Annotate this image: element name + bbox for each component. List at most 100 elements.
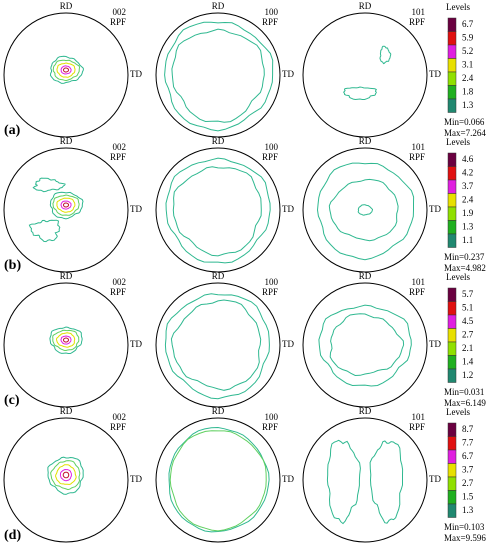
contour [49, 326, 83, 354]
contour [343, 86, 377, 101]
td-label: TD [282, 474, 294, 484]
contour [328, 178, 399, 242]
pole-circle [155, 12, 281, 138]
contour [63, 337, 69, 343]
pole-label: 101 [412, 277, 426, 287]
contour [52, 59, 81, 82]
legend-swatch [447, 166, 457, 181]
legend-max: Max=4.982 [444, 263, 486, 273]
pole-label: 101 [412, 142, 426, 152]
legend-level: 1.5 [462, 491, 474, 501]
legend-level: 5.2 [462, 46, 473, 56]
contour [316, 162, 415, 261]
legend-level: 3.7 [462, 464, 474, 474]
pole-circle [155, 282, 281, 408]
contour [49, 191, 84, 220]
legend-level: 1.3 [462, 505, 474, 515]
contour [329, 313, 405, 377]
rd-label: RD [60, 271, 73, 281]
legend-level: 5.1 [462, 302, 473, 312]
contour [50, 460, 81, 491]
td-label: TD [130, 474, 142, 484]
contour [60, 65, 72, 75]
contour [52, 329, 80, 352]
pole-circle [155, 417, 281, 543]
legend-level: 6.7 [462, 451, 474, 461]
legend-swatch [447, 301, 457, 316]
legend-min: Min=0.103 [444, 522, 485, 532]
contour [318, 304, 412, 387]
td-label: TD [130, 204, 142, 214]
legend-max: Max=6.149 [444, 398, 486, 408]
rpf-label: RPF [110, 287, 126, 297]
legend-swatch [447, 31, 457, 46]
pole-label: 002 [113, 412, 127, 422]
rpf-label: RPF [110, 17, 126, 27]
contour [63, 202, 69, 208]
contour [170, 299, 262, 391]
legend-swatch [447, 422, 457, 437]
pole-label: 100 [265, 142, 279, 152]
row-label: (c) [4, 393, 20, 408]
rd-label: RD [212, 406, 225, 416]
pole-circle [302, 147, 428, 273]
pole-circle [3, 147, 129, 273]
legend-swatch [447, 233, 457, 248]
contour [56, 197, 76, 213]
legend-swatch [447, 44, 457, 59]
legend-level: 2.1 [462, 343, 473, 353]
legend-swatch [447, 85, 457, 100]
rpf-label: RPF [110, 152, 126, 162]
legend-min: Min=0.237 [444, 252, 485, 262]
pole-circle [3, 417, 129, 543]
pole-circle [302, 417, 428, 543]
pole-circle [3, 282, 129, 408]
legend-level: 4.5 [462, 316, 474, 326]
legend-swatch [447, 463, 457, 478]
rd-label: RD [359, 406, 372, 416]
legend-level: 1.9 [462, 208, 474, 218]
legend-swatch [447, 314, 457, 329]
pole-label: 100 [265, 7, 279, 17]
rd-label: RD [212, 1, 225, 11]
contour [55, 464, 77, 485]
contour [56, 62, 76, 78]
legend-title: Levels [446, 407, 470, 417]
contour [164, 293, 270, 400]
legend-swatch [447, 152, 457, 167]
rpf-label: RPF [262, 422, 278, 432]
legend-level: 5.9 [462, 32, 474, 42]
pole-label: 101 [412, 7, 426, 17]
legend-level: 2.7 [462, 478, 474, 488]
rpf-label: RPF [409, 287, 425, 297]
legend-level: 5.7 [462, 289, 474, 299]
td-label: TD [282, 339, 294, 349]
legend-swatch [447, 71, 457, 86]
rpf-label: RPF [262, 17, 278, 27]
contour [55, 332, 76, 348]
legend-level: 1.1 [462, 235, 473, 245]
legend-level: 1.8 [462, 86, 474, 96]
contour [164, 21, 274, 132]
legend-swatch [447, 220, 457, 235]
contour [379, 45, 392, 65]
legend-swatch [447, 341, 457, 356]
legend-swatch [447, 449, 457, 464]
td-label: TD [130, 69, 142, 79]
contour [32, 177, 66, 193]
rd-label: RD [212, 271, 225, 281]
rpf-label: RPF [262, 152, 278, 162]
legend-title: Levels [446, 2, 470, 12]
contour [172, 166, 262, 257]
td-label: TD [282, 69, 294, 79]
legend-level: 3.7 [462, 181, 474, 191]
legend-level: 1.3 [462, 100, 474, 110]
td-label: TD [429, 339, 441, 349]
contour [63, 67, 69, 73]
legend-swatch [447, 503, 457, 518]
legend-swatch [447, 368, 457, 383]
td-label: TD [429, 69, 441, 79]
legend-title: Levels [446, 272, 470, 282]
legend-swatch [447, 179, 457, 194]
contour [62, 471, 70, 479]
